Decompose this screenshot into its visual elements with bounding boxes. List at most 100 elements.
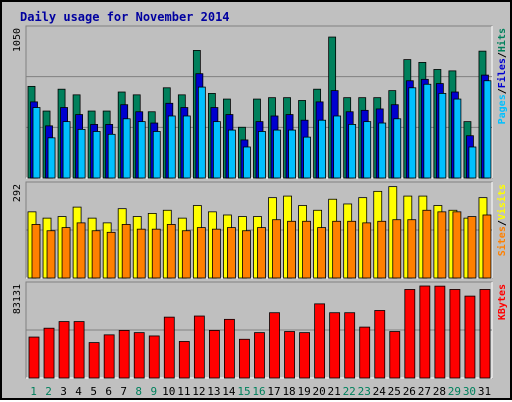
bar-pages-20 — [318, 119, 327, 179]
bar-kbytes-21 — [329, 312, 341, 379]
bar-kbytes-4 — [73, 321, 85, 379]
bar-sites-14 — [227, 227, 236, 279]
bar-kbytes-22 — [344, 312, 356, 379]
x-label-day-19: 19 — [297, 385, 310, 398]
bar-kbytes-19 — [299, 332, 310, 379]
legend-part: Hits — [496, 28, 508, 52]
bar-kbytes-2 — [43, 327, 55, 379]
x-label-day-9: 9 — [150, 385, 157, 398]
x-label-day-23: 23 — [358, 385, 371, 398]
x-label-day-3: 3 — [60, 385, 67, 398]
bar-pages-29 — [453, 98, 462, 179]
x-label-day-8: 8 — [135, 385, 142, 398]
bar-kbytes-29 — [449, 289, 461, 379]
bar-pages-8 — [137, 121, 146, 179]
bar-pages-14 — [228, 129, 236, 179]
y-max-label-visits: 292 — [12, 184, 23, 202]
x-label-day-29: 29 — [448, 385, 461, 398]
y-max-label-kbytes: 83131 — [12, 284, 23, 314]
bar-sites-9 — [151, 228, 161, 279]
bar-pages-23 — [363, 121, 372, 179]
bar-sites-29 — [452, 211, 462, 279]
legend-part: / — [497, 88, 508, 94]
legend-part: Visits — [496, 184, 508, 220]
x-label-day-1: 1 — [30, 385, 37, 398]
bar-sites-26 — [407, 219, 417, 279]
legend-part: / — [497, 52, 508, 58]
x-label-day-7: 7 — [120, 385, 127, 398]
bar-pages-6 — [107, 133, 116, 179]
x-label-day-22: 22 — [343, 385, 356, 398]
x-label-day-17: 17 — [267, 385, 280, 398]
bar-sites-22 — [347, 220, 357, 279]
legend-kbytes: KBytes — [497, 284, 508, 320]
bar-sites-3 — [61, 227, 71, 279]
bar-pages-26 — [408, 87, 417, 179]
x-label-day-21: 21 — [328, 385, 341, 398]
bar-pages-18 — [288, 129, 296, 179]
x-label-day-26: 26 — [403, 385, 416, 398]
legend-visits-sites: Sites/Visits — [496, 184, 508, 256]
bar-pages-2 — [47, 137, 56, 179]
bar-pages-22 — [348, 124, 357, 179]
bar-sites-4 — [76, 222, 86, 279]
bar-kbytes-17 — [269, 312, 280, 379]
bar-pages-13 — [212, 121, 221, 179]
bar-pages-21 — [333, 115, 342, 179]
bar-kbytes-27 — [419, 285, 431, 379]
bar-kbytes-14 — [224, 318, 235, 379]
bar-kbytes-26 — [404, 289, 416, 379]
bar-kbytes-24 — [374, 310, 386, 379]
x-label-day-24: 24 — [373, 385, 387, 398]
bar-kbytes-12 — [193, 315, 205, 379]
bar-sites-27 — [422, 209, 432, 279]
x-label-day-2: 2 — [45, 385, 52, 398]
bar-kbytes-30 — [464, 295, 476, 379]
legend-part: Pages — [497, 94, 508, 124]
x-label-day-27: 27 — [418, 385, 431, 398]
bar-kbytes-8 — [133, 332, 145, 379]
legend-part: Files — [496, 58, 508, 88]
bar-pages-19 — [303, 136, 311, 179]
x-label-day-6: 6 — [105, 385, 112, 398]
bar-sites-2 — [46, 230, 56, 279]
bar-sites-21 — [332, 220, 342, 279]
bar-kbytes-13 — [208, 330, 220, 379]
bar-sites-28 — [437, 211, 447, 279]
legend-part: KBytes — [497, 284, 508, 320]
x-label-day-14: 14 — [222, 385, 236, 398]
bar-sites-10 — [166, 224, 176, 279]
bar-pages-3 — [62, 121, 71, 179]
bar-sites-17 — [272, 219, 281, 279]
bar-kbytes-3 — [58, 321, 70, 379]
bar-sites-12 — [196, 227, 206, 279]
bar-pages-24 — [378, 122, 387, 179]
x-label-day-20: 20 — [313, 385, 326, 398]
bar-kbytes-23 — [359, 326, 371, 379]
bar-pages-9 — [152, 131, 161, 179]
legend-part: Sites — [496, 226, 508, 256]
x-label-day-5: 5 — [90, 385, 97, 398]
bar-kbytes-10 — [163, 316, 175, 379]
x-label-day-25: 25 — [388, 385, 401, 398]
y-max-label-hits: 1050 — [12, 28, 23, 52]
x-label-day-31: 31 — [478, 385, 491, 398]
bar-sites-19 — [302, 220, 311, 279]
bar-pages-16 — [258, 131, 266, 179]
x-label-day-11: 11 — [177, 385, 190, 398]
bar-kbytes-1 — [28, 336, 40, 379]
x-label-day-13: 13 — [207, 385, 220, 398]
bar-sites-6 — [106, 231, 116, 279]
bar-kbytes-6 — [103, 334, 115, 379]
bar-pages-4 — [77, 128, 86, 179]
bar-sites-18 — [287, 220, 296, 279]
bar-kbytes-9 — [148, 335, 160, 379]
x-label-day-18: 18 — [282, 385, 295, 398]
bar-kbytes-20 — [314, 303, 326, 379]
bar-sites-15 — [242, 230, 251, 279]
bar-pages-11 — [182, 115, 191, 179]
bar-kbytes-15 — [239, 338, 250, 379]
bar-pages-15 — [243, 146, 251, 179]
